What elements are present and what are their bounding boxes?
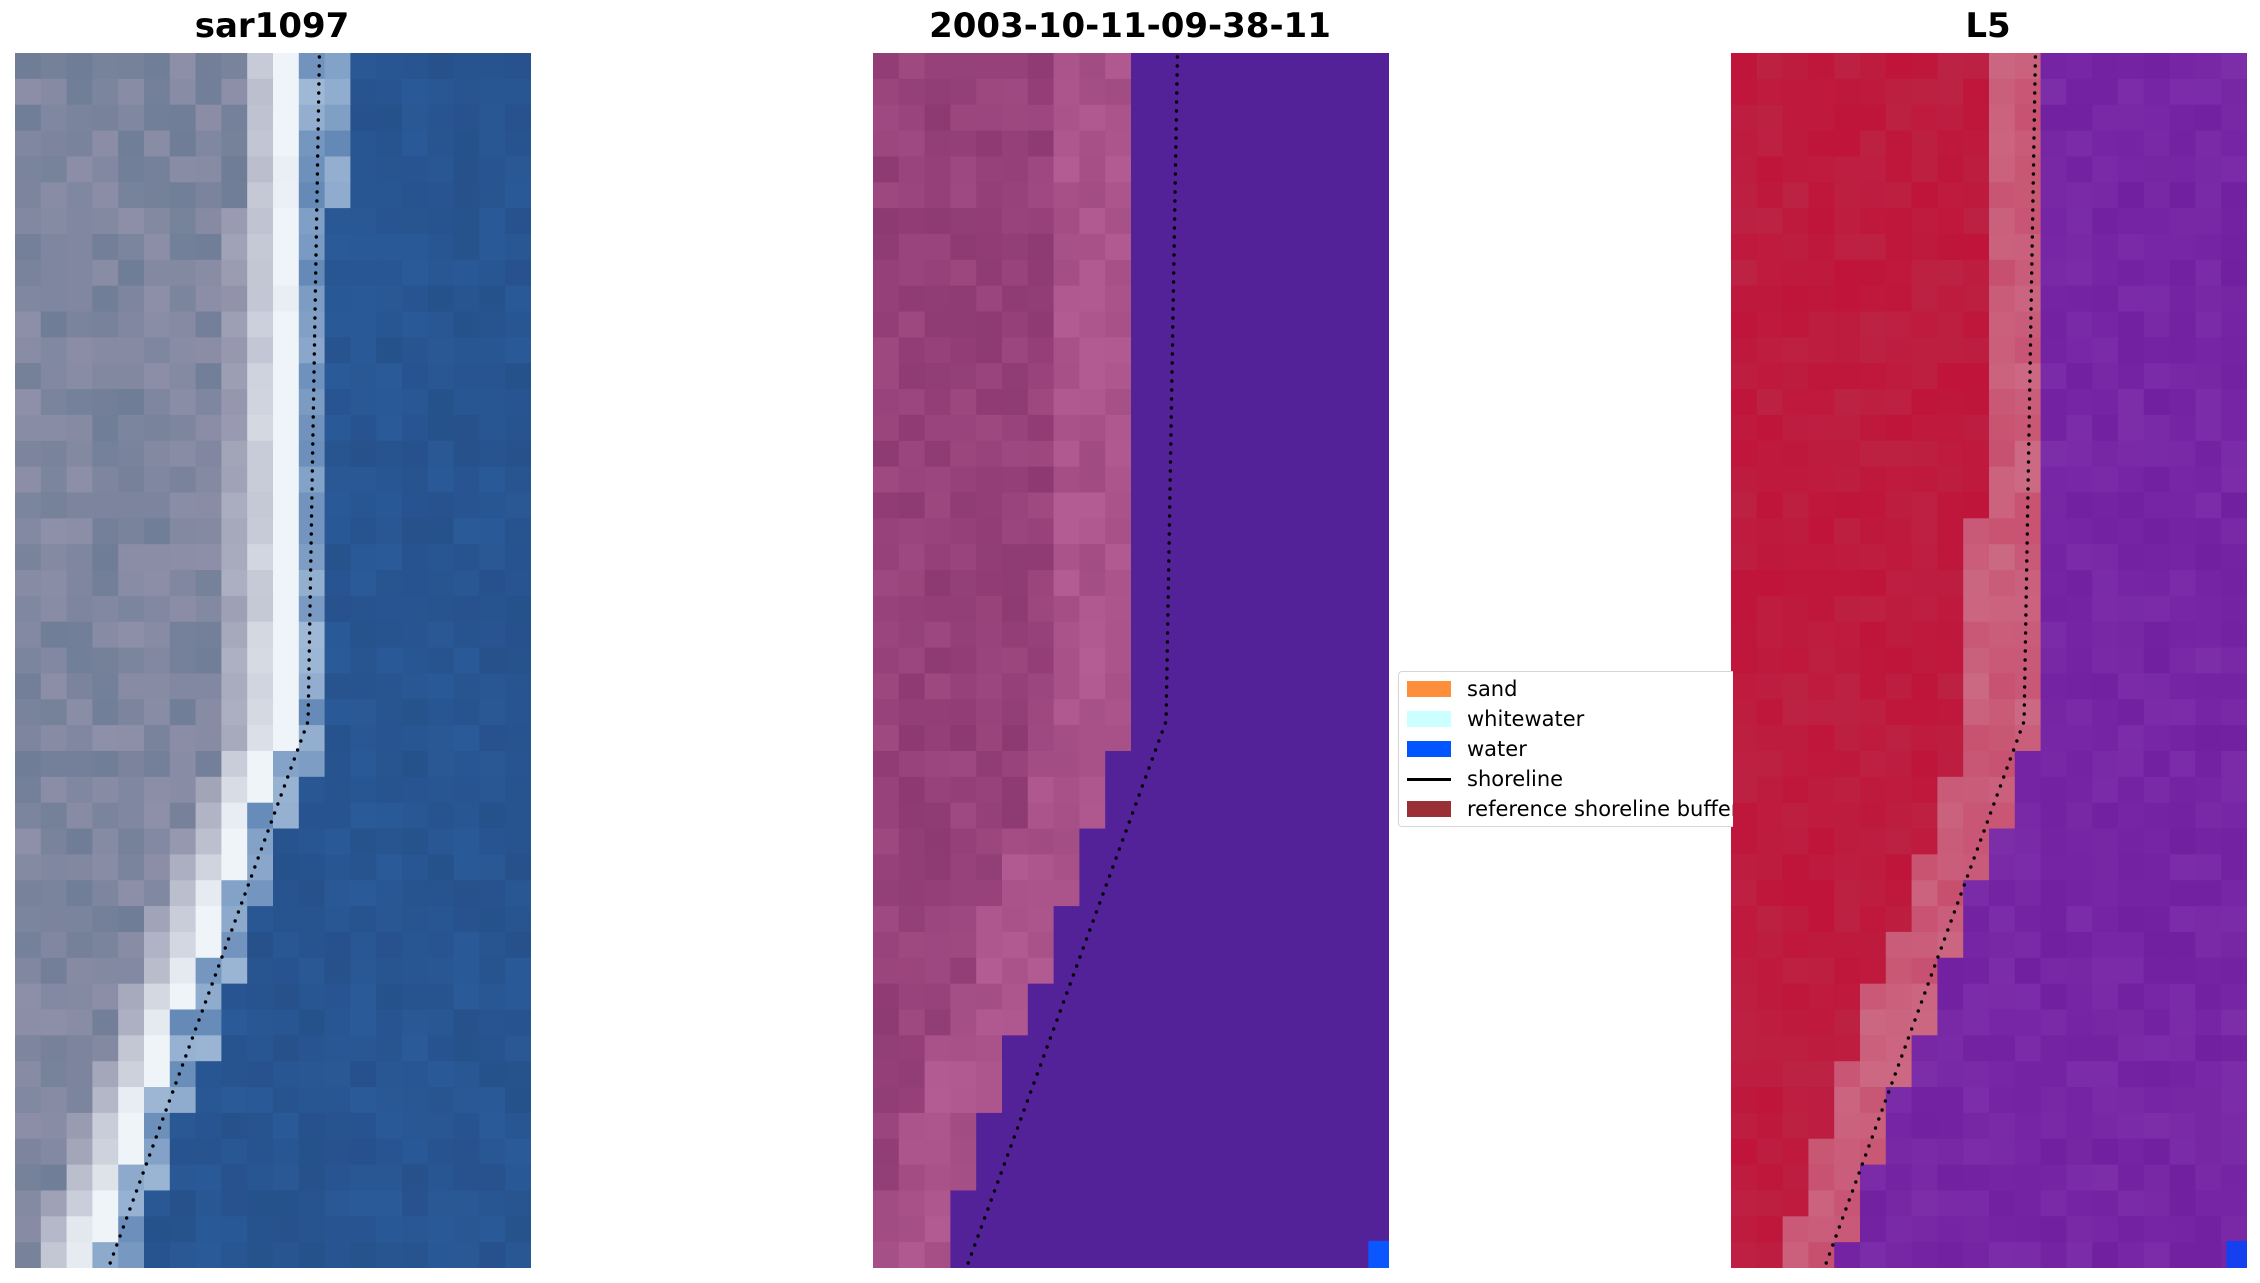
rgb-image-panel xyxy=(15,53,531,1268)
index-image-panel xyxy=(1731,53,2247,1268)
panel-title-index: L5 xyxy=(1965,6,2011,46)
classified-image xyxy=(873,53,1389,1268)
whitewater-swatch xyxy=(1407,711,1451,727)
legend-item-sand: sand xyxy=(1407,674,1517,704)
classified-image-panel xyxy=(873,53,1389,1268)
legend-label: reference shoreline buffer xyxy=(1467,797,1733,821)
detected-shoreline xyxy=(1824,55,2038,1265)
legend-label: shoreline xyxy=(1467,767,1564,791)
legend-item-reference-buffer: reference shoreline buffer xyxy=(1407,794,1733,824)
legend-item-shoreline: shoreline xyxy=(1407,764,1563,794)
water-swatch xyxy=(1407,741,1451,757)
rgb-image xyxy=(15,53,531,1268)
detected-shoreline xyxy=(966,55,1180,1265)
panel-title-rgb: sar1097 xyxy=(194,6,350,46)
reference-buffer-swatch xyxy=(1407,801,1451,817)
legend-label: sand xyxy=(1467,677,1518,701)
legend-label: water xyxy=(1467,737,1527,761)
legend-item-water: water xyxy=(1407,734,1527,764)
sand-swatch xyxy=(1407,681,1451,697)
legend-item-whitewater: whitewater xyxy=(1407,704,1584,734)
legend: sand whitewater water shoreline referenc… xyxy=(1398,671,1733,827)
detected-shoreline xyxy=(108,55,322,1265)
shoreline-line-swatch xyxy=(1407,777,1451,781)
legend-label: whitewater xyxy=(1467,707,1585,731)
panel-title-classified: 2003-10-11-09-38-11 xyxy=(929,6,1331,46)
index-image xyxy=(1731,53,2247,1268)
